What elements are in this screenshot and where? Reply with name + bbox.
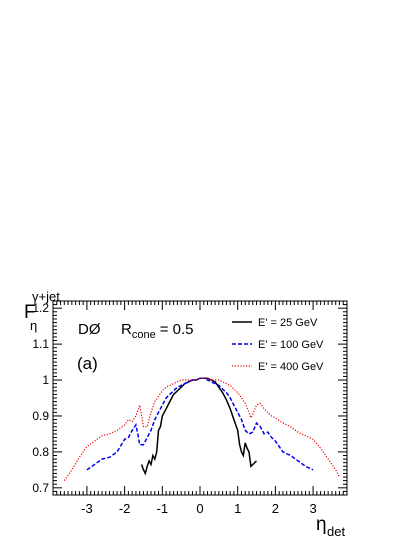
axes-layer: -3 -2 -1 0 1 2 3 0.7 0.8 0.9 1 1.1 1.2 [32, 300, 348, 516]
legend-label-1: E' = 25 GeV [258, 317, 318, 329]
y-tick-label: 0.9 [32, 409, 49, 423]
x-axis-title: η [316, 514, 327, 535]
legend-label-2: E' = 100 GeV [258, 339, 324, 351]
x-tick-label: 3 [309, 501, 316, 516]
y-tick-label: 0.8 [32, 445, 49, 459]
cone-label-subscript: cone [132, 329, 156, 341]
legend-label-3: E' = 400 GeV [258, 361, 324, 373]
y-tick-label: 1.1 [32, 337, 49, 351]
series-line-2 [86, 377, 314, 471]
cone-label-value: = 0.5 [160, 321, 194, 338]
x-tick-label: -3 [81, 501, 93, 516]
cone-label: Rcone = 0.5 [121, 321, 193, 341]
series-layer [63, 377, 341, 481]
y-axis-title: F [24, 302, 36, 323]
x-tick-label: -1 [157, 501, 169, 516]
y-tick-label: 0.7 [32, 481, 49, 495]
x-tick-label: 0 [196, 501, 203, 516]
x-tick-label: -2 [119, 501, 131, 516]
series-line-3 [63, 377, 341, 481]
cone-label-main: R [121, 321, 132, 338]
y-tick-label: 1.2 [32, 301, 49, 315]
x-axis-title-subscript: det [327, 524, 345, 537]
legend: E' = 25 GeV E' = 100 GeV E' = 400 GeV [232, 317, 324, 373]
panel-label: (a) [77, 354, 98, 373]
x-tick-label: 1 [234, 501, 241, 516]
x-tick-label: 2 [272, 501, 279, 516]
y-axis-title-subscript: η [30, 318, 37, 333]
y-axis-title-superscript: γ+jet [32, 289, 60, 304]
y-tick-label: 1 [42, 373, 49, 387]
series-line-1 [140, 377, 258, 476]
experiment-label: DØ [78, 321, 101, 338]
